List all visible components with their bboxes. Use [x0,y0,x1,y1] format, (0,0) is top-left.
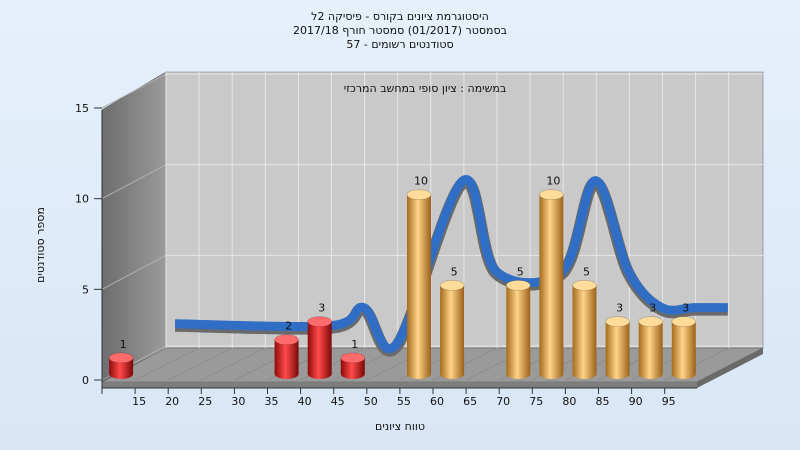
bar-value-label: 3 [682,302,689,315]
chart-title-line-3: סטודנטים רשומים - 57 [346,38,454,51]
bar-65: 5 [439,265,465,379]
bar-cap [638,316,664,327]
bar-value-label: 2 [285,320,292,333]
y-axis-label: מספר סטודנטים [34,207,47,283]
bar-60: 10 [406,175,432,379]
x-tick-label: 65 [463,395,477,408]
x-tick-label: 35 [265,395,279,408]
x-tick-label: 25 [198,395,212,408]
x-tick-label: 15 [132,395,146,408]
bar-cap [572,280,597,291]
bar-body [307,321,332,379]
bar-cap [671,316,697,327]
bar-value-label: 5 [451,265,458,278]
bar-value-label: 10 [546,175,560,188]
bar-cap [274,334,299,346]
y-tick-label: 0 [82,374,89,387]
bar-cap [505,280,531,291]
bar-value-label: 3 [318,302,325,315]
bar-cap [307,316,333,327]
bar-cap [340,352,366,364]
h-gridline-side [101,164,167,200]
bar-75: 5 [505,265,531,379]
bar-value-label: 5 [583,265,590,278]
bar-90: 3 [605,302,630,379]
bar-body [671,321,696,379]
bar-value-label: 10 [414,175,428,188]
bar-85: 5 [572,265,597,379]
chart-title-line-1: היסטוגרמת ציונים בקורס - פיסיקה 2ל [311,10,489,23]
bar-body [109,357,134,379]
bar-45: 3 [307,302,333,379]
chart-annotation: במשימה : ציון סופי במחשב המרכזי [344,82,507,95]
y-tick-label: 5 [82,283,89,296]
bar-cap [108,352,134,364]
floor-front-edge [102,382,697,388]
bar-body [539,194,564,379]
x-tick-label: 30 [231,395,245,408]
bar-body [572,285,597,379]
x-axis-label: טווח ציונים [375,420,425,433]
x-tick-label: 90 [629,395,643,408]
bar-80: 10 [539,175,564,379]
x-tick-label: 55 [397,395,411,408]
x-tick-label: 85 [596,395,610,408]
bar-value-label: 1 [351,338,358,351]
bar-value-label: 1 [120,338,127,351]
bar-body [605,321,630,379]
x-tick-label: 75 [529,395,543,408]
bar-15: 1 [108,338,134,379]
x-tick-label: 40 [298,395,312,408]
floor-gridline [201,347,266,381]
bar-body [274,339,299,379]
bar-body [340,357,365,379]
bar-value-label: 3 [616,302,623,315]
bar-body [638,321,663,379]
bar-value-label: 3 [649,302,656,315]
floor-right-edge [697,348,763,388]
x-tick-label: 80 [562,395,576,408]
bar-95: 3 [638,302,664,379]
side-wall [101,71,167,383]
h-gridline-side [101,254,167,290]
y-tick-label: 15 [75,102,89,115]
x-tick-label: 20 [165,395,179,408]
bar-value-label: 5 [517,265,524,278]
floor-gridline [168,347,233,381]
x-tick-label: 95 [662,395,676,408]
x-tick-label: 60 [430,395,444,408]
distribution-curve [175,175,728,357]
h-gridline-side [101,73,167,109]
x-tick-label: 45 [331,395,345,408]
y-tick-label: 10 [75,193,89,206]
bar-cap [605,316,630,327]
x-tick-label: 70 [496,395,510,408]
bar-body [506,285,531,379]
bars: 1 2 3 1 10 5 5 10 5 3 3 3 [108,175,697,379]
floor [101,347,764,383]
bar-cap [539,189,564,200]
bar-cap [439,280,465,291]
bar-100: 3 [671,302,697,379]
chart-title-line-2: בסמסטר (01/2017) סמסטר חורף 2017/18 [293,24,507,37]
bar-cap [406,189,432,200]
bar-body [407,194,431,379]
curve-front-band [175,175,728,354]
floor-gridline [134,347,200,381]
bar-40: 2 [274,320,299,379]
bar-body [440,285,465,379]
x-tick-label: 50 [364,395,378,408]
bar-50: 1 [340,338,366,379]
